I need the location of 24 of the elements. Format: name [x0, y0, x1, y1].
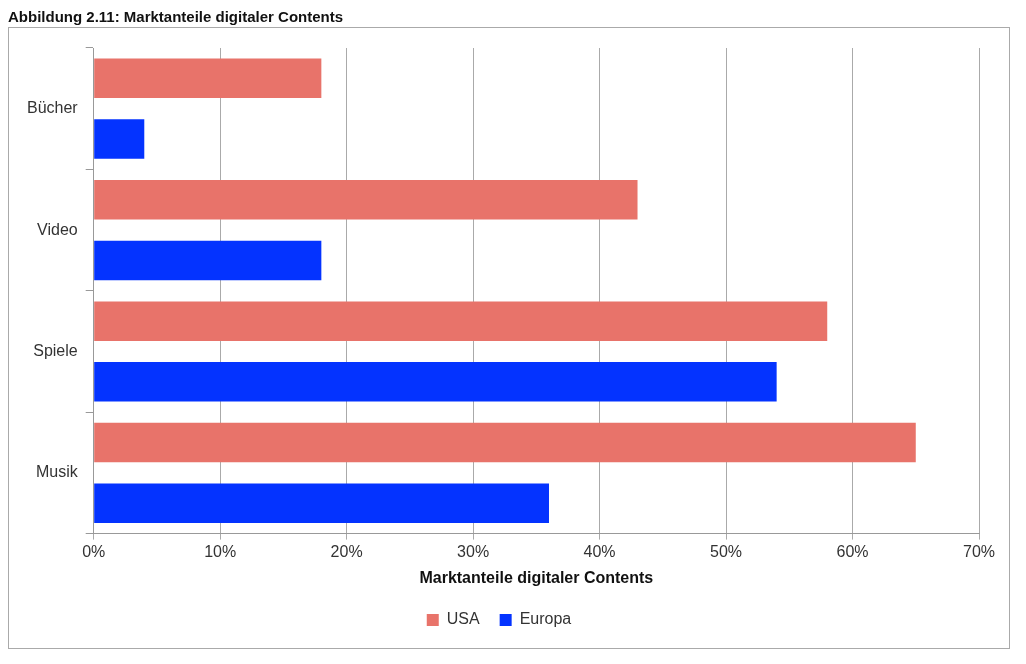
legend-label: USA: [446, 610, 480, 628]
bar: [94, 240, 322, 281]
bar: [94, 58, 322, 99]
y-tick-label: Bücher: [26, 99, 79, 117]
bar: [94, 483, 549, 523]
bar: [94, 422, 916, 463]
x-tick-label: 20%: [330, 542, 363, 560]
x-tick-label: 0%: [82, 542, 106, 560]
legend-label: Europa: [519, 610, 572, 628]
bar: [94, 119, 145, 159]
bar: [94, 301, 828, 341]
chart-title: Abbildung 2.11: Marktanteile digitaler Contents: [8, 8, 345, 25]
bar: [94, 362, 777, 402]
bar: [94, 180, 638, 220]
x-tick-label: 70%: [962, 542, 996, 560]
y-tick-label: Spiele: [33, 341, 78, 359]
x-tick-label: 30%: [457, 542, 490, 560]
x-axis-title: Marktanteile digitaler Contents: [419, 568, 654, 586]
x-tick-label: 50%: [710, 542, 743, 560]
x-tick-label: 10%: [204, 542, 237, 560]
y-tick-label: Musik: [35, 463, 79, 481]
y-tick-label: Video: [37, 220, 78, 238]
x-tick-label: 60%: [836, 542, 869, 560]
x-tick-label: 40%: [583, 542, 616, 560]
